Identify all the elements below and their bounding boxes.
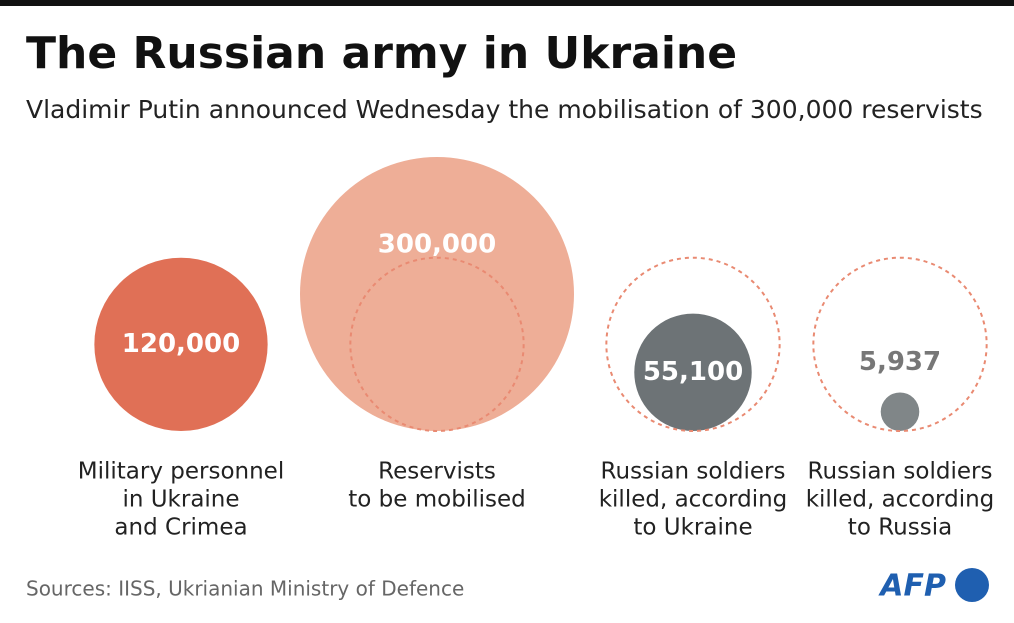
bubble	[94, 257, 268, 432]
chart-subtitle: Vladimir Putin announced Wednesday the m…	[26, 95, 983, 124]
category-label: to Ukraine	[633, 515, 752, 541]
category-label: Military personnel	[78, 459, 284, 485]
chart-title: The Russian army in Ukraine	[26, 28, 737, 79]
category-label: Russian soldiers	[808, 459, 993, 485]
source: Sources: IISS, Ukrianian Ministry of Def…	[26, 577, 464, 601]
logo: AFP	[878, 569, 946, 604]
reference-circle	[349, 256, 525, 433]
bubble	[300, 157, 574, 431]
value-label: 55,100	[643, 357, 743, 387]
value-label: 5,937	[859, 347, 941, 377]
value-label: 120,000	[122, 329, 240, 359]
top-bar	[0, 0, 1014, 6]
category-label: Russian soldiers	[601, 459, 786, 485]
category-label: killed, according	[806, 487, 995, 513]
category-label: and Crimea	[114, 515, 247, 541]
category-label: to be mobilised	[348, 487, 525, 513]
reference-circle	[812, 256, 988, 433]
category-label: to Russia	[848, 515, 952, 541]
bubble	[880, 392, 920, 431]
category-label: killed, according	[599, 487, 788, 513]
reference-circle	[605, 256, 781, 433]
category-label: in Ukraine	[122, 487, 239, 513]
category-label: Reservists	[378, 459, 496, 485]
value-label: 300,000	[378, 230, 496, 260]
logo-dot	[955, 568, 989, 602]
bubble	[634, 313, 752, 431]
